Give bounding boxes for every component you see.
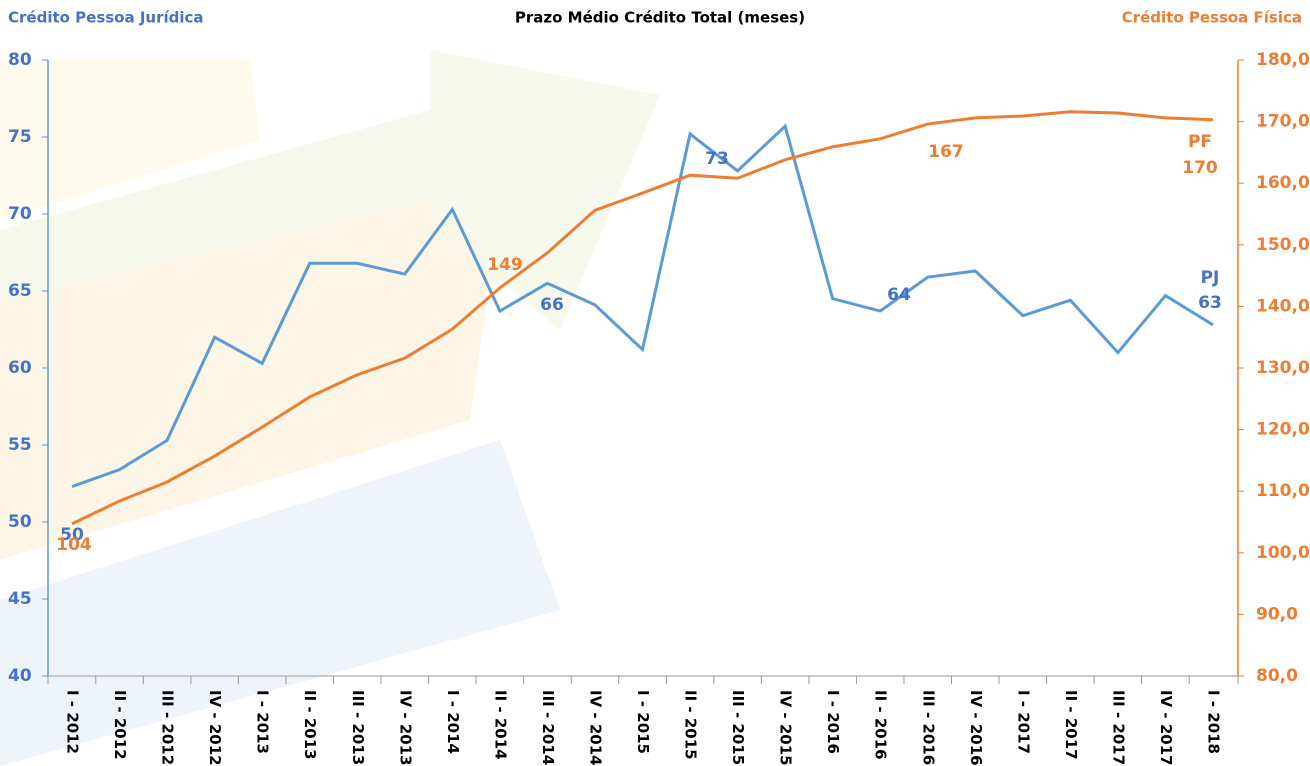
annotation: 64: [887, 285, 911, 305]
x-tick-label: I - 2014: [444, 690, 462, 754]
x-tick-label: II - 2016: [872, 690, 890, 760]
y-tick-label: 75: [8, 127, 32, 147]
annotation: PF: [1188, 132, 1212, 152]
x-tick-label: III - 2014: [539, 690, 557, 765]
y-tick-label: 65: [8, 281, 32, 301]
y2-tick-label: 100,0: [1256, 543, 1310, 563]
annotation: 170: [1182, 158, 1218, 178]
y2-axis-label: Crédito Pessoa Física: [1122, 9, 1302, 27]
y2-tick-label: 110,0: [1256, 481, 1310, 501]
x-tick-label: IV - 2014: [586, 690, 604, 766]
x-tick-label: III - 2013: [349, 690, 367, 765]
x-tick-label: II - 2013: [301, 690, 319, 760]
x-tick-label: I - 2015: [634, 690, 652, 754]
annotation: PJ: [1201, 268, 1220, 288]
y2-tick-label: 130,0: [1256, 358, 1310, 378]
background-arrows: [0, 50, 660, 766]
x-tick-label: IV - 2015: [777, 690, 795, 766]
x-tick-label: IV - 2017: [1157, 690, 1175, 766]
y-tick-label: 40: [8, 666, 32, 686]
y-tick-label: 45: [8, 589, 32, 609]
x-tick-label: IV - 2013: [396, 690, 414, 766]
x-tick-label: I - 2018: [1205, 690, 1223, 754]
annotation: 63: [1198, 293, 1222, 313]
y2-tick-label: 90,0: [1256, 604, 1298, 624]
x-tick-label: III - 2012: [159, 690, 177, 765]
x-tick-label: III - 2015: [729, 690, 747, 765]
y-tick-label: 60: [8, 358, 32, 378]
x-tick-label: IV - 2012: [206, 690, 224, 766]
y-tick-label: 50: [8, 512, 32, 532]
annotation: 50: [60, 525, 84, 545]
y2-tick-label: 160,0: [1256, 173, 1310, 193]
x-tick-label: I - 2016: [824, 690, 842, 754]
x-tick-label: II - 2012: [111, 690, 129, 760]
x-tick-label: I - 2017: [1014, 690, 1032, 754]
y2-tick-label: 180,0: [1256, 50, 1310, 70]
annotation: 167: [928, 142, 964, 162]
x-tick-label: II - 2015: [682, 690, 700, 760]
y2-tick-label: 120,0: [1256, 420, 1310, 440]
y-axis-label: Crédito Pessoa Jurídica: [8, 9, 204, 27]
chart-title: Prazo Médio Crédito Total (meses): [515, 9, 805, 27]
x-tick-label: II - 2017: [1062, 690, 1080, 760]
y-tick-label: 80: [8, 50, 32, 70]
annotation: 104: [56, 535, 92, 555]
series-line: [71, 123, 1214, 488]
y-tick-label: 55: [8, 435, 32, 455]
series-line: [71, 110, 1214, 526]
annotation: 149: [487, 255, 523, 275]
y2-tick-label: 140,0: [1256, 296, 1310, 316]
annotation: 73: [705, 149, 729, 169]
x-tick-label: I - 2013: [254, 690, 272, 754]
y2-tick-label: 80,0: [1256, 666, 1298, 686]
annotation: 66: [540, 295, 564, 315]
x-tick-label: IV - 2016: [967, 690, 985, 766]
x-tick-label: III - 2016: [919, 690, 937, 765]
x-tick-label: III - 2017: [1109, 690, 1127, 765]
y2-tick-label: 150,0: [1256, 235, 1310, 255]
x-tick-label: I - 2012: [64, 690, 82, 754]
y2-tick-label: 170,0: [1256, 112, 1310, 132]
y-tick-label: 70: [8, 204, 32, 224]
x-tick-label: II - 2014: [491, 690, 509, 760]
